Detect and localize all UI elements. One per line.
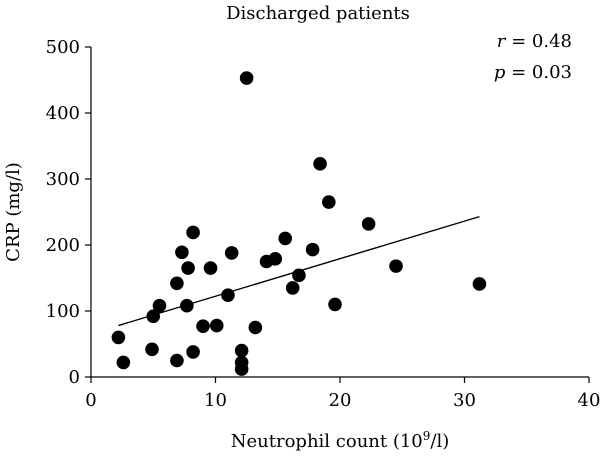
data-point xyxy=(170,276,184,291)
data-point xyxy=(224,246,239,260)
x-axis-label-tail: /l) xyxy=(430,431,449,452)
x-ticks: 0 10 20 30 40 xyxy=(85,377,600,411)
data-point xyxy=(268,252,283,266)
data-point xyxy=(203,261,218,275)
data-point xyxy=(328,297,342,312)
r-statistic: r = 0.48 xyxy=(497,31,572,52)
r-value: = 0.48 xyxy=(505,31,572,52)
data-point xyxy=(278,231,293,246)
data-point xyxy=(313,157,327,171)
y-tick-label: 500 xyxy=(46,37,80,58)
data-point xyxy=(361,217,376,231)
p-value: = 0.03 xyxy=(505,62,572,83)
y-tick-label: 300 xyxy=(46,169,80,190)
y-tick-label: 400 xyxy=(46,103,80,124)
data-point xyxy=(111,330,126,345)
data-point xyxy=(248,320,263,335)
data-point xyxy=(186,345,200,359)
y-axis-label: CRP (mg/l) xyxy=(3,162,24,262)
x-tick-label: 10 xyxy=(204,390,227,411)
data-point xyxy=(221,288,235,302)
data-point xyxy=(186,225,200,240)
data-point xyxy=(170,353,184,368)
x-tick-label: 30 xyxy=(453,390,476,411)
chart-title: Discharged patients xyxy=(226,3,410,24)
data-point xyxy=(175,245,189,260)
data-point xyxy=(145,342,159,357)
axes xyxy=(90,47,589,378)
x-tick-label: 40 xyxy=(578,390,600,411)
data-point xyxy=(152,298,167,313)
x-axis-label: Neutrophil count (109/l) xyxy=(231,429,450,452)
data-point xyxy=(146,309,161,324)
data-point xyxy=(305,242,320,257)
x-tick-label: 20 xyxy=(329,390,352,411)
data-point xyxy=(389,259,403,273)
r-symbol: r xyxy=(497,31,507,52)
data-point xyxy=(181,261,195,275)
data-point xyxy=(285,281,300,295)
y-tick-label: 100 xyxy=(46,301,80,322)
data-point xyxy=(472,277,487,291)
data-point xyxy=(239,71,254,85)
x-tick-label: 0 xyxy=(85,390,96,411)
y-tick-label: 200 xyxy=(46,235,80,256)
data-point xyxy=(209,318,224,333)
p-symbol: p xyxy=(494,62,506,83)
data-point xyxy=(180,298,194,313)
x-axis-label-sup: 9 xyxy=(423,429,431,443)
x-axis-label-main: Neutrophil count (10 xyxy=(231,431,423,452)
p-statistic: p = 0.03 xyxy=(494,62,572,83)
stats-annotation: r = 0.48 p = 0.03 xyxy=(494,31,572,83)
data-points xyxy=(111,71,487,376)
data-point xyxy=(321,195,336,209)
data-point xyxy=(234,362,249,376)
data-point xyxy=(292,268,306,283)
data-point xyxy=(196,319,210,333)
y-ticks: 0 100 200 300 400 500 xyxy=(46,37,91,388)
data-point xyxy=(234,343,249,358)
y-tick-label: 0 xyxy=(69,367,80,388)
data-point xyxy=(116,355,131,370)
